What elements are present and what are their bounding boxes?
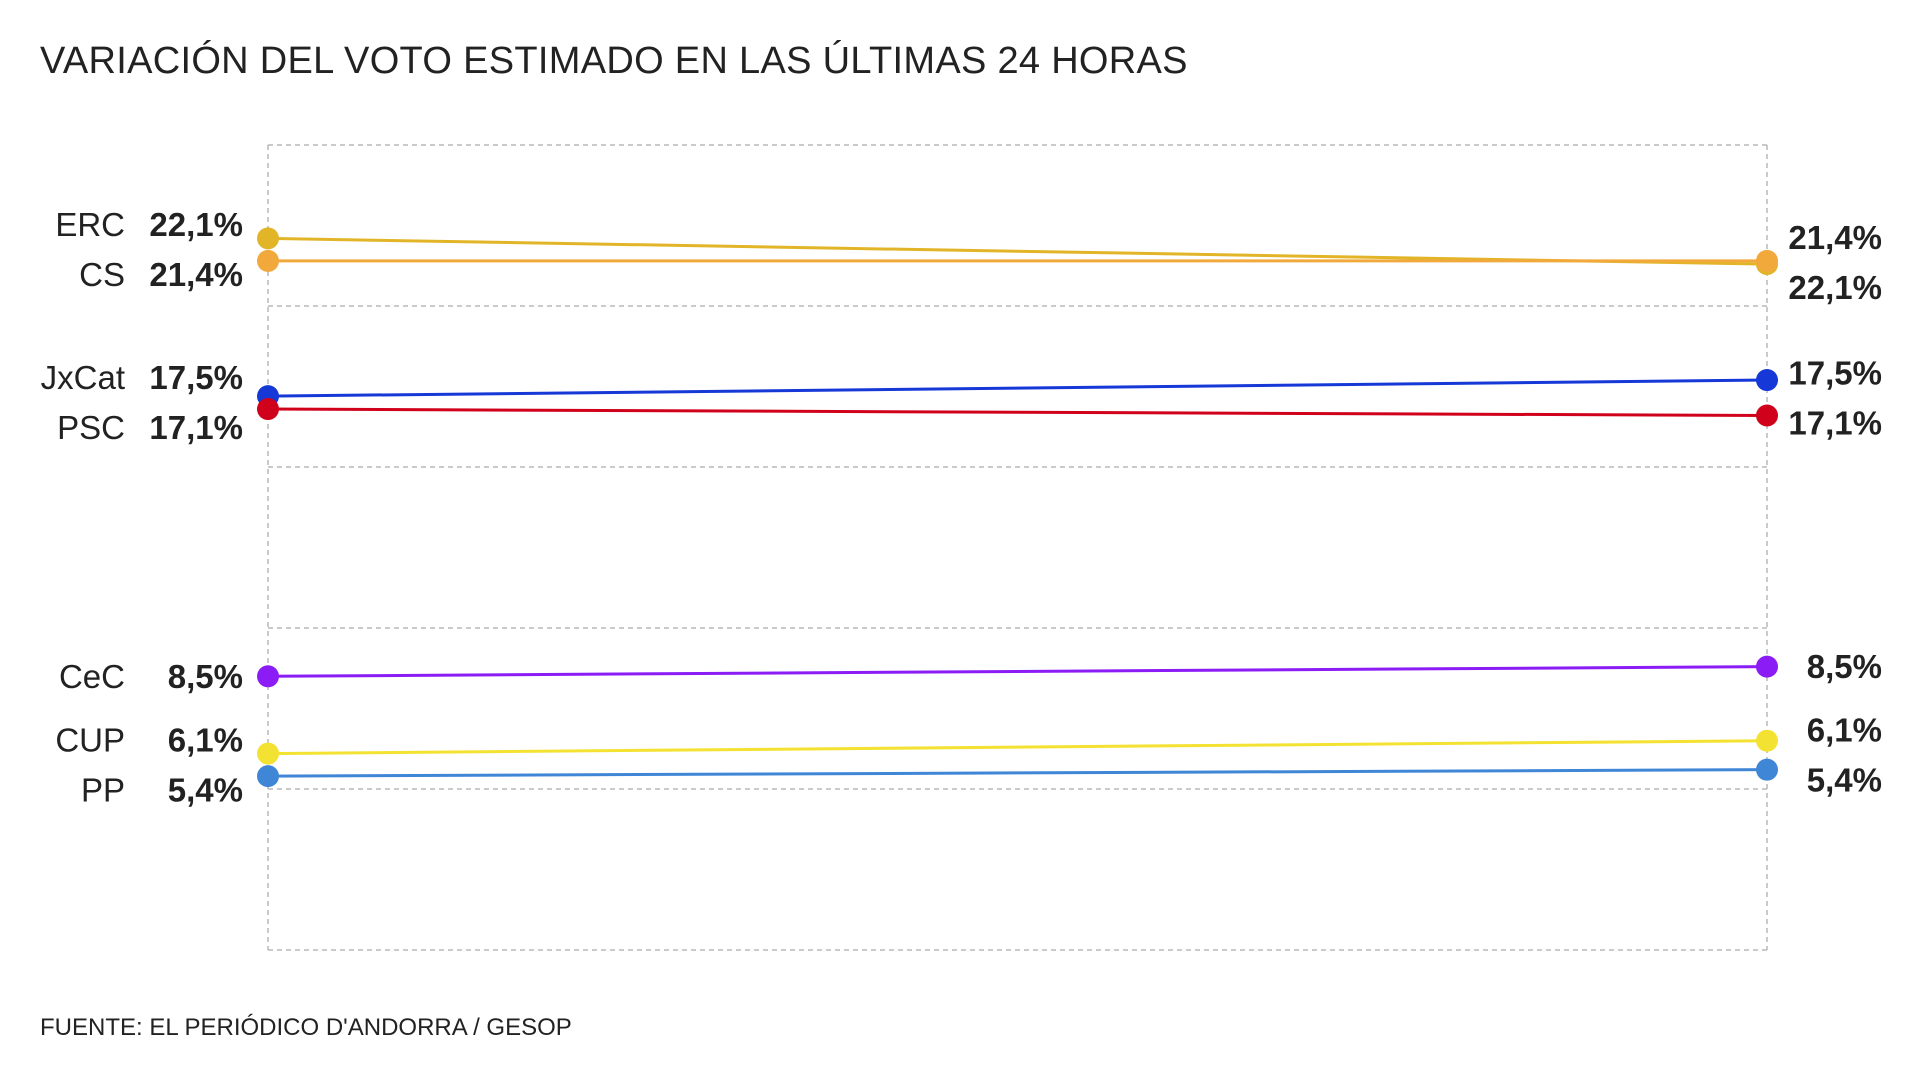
value-label-left-psc: 17,1% xyxy=(149,409,243,446)
value-label-right-pp: 5,4% xyxy=(1807,762,1882,799)
series-line-jxcat xyxy=(267,378,1768,398)
chart-title: VARIACIÓN DEL VOTO ESTIMADO EN LAS ÚLTIM… xyxy=(40,40,1188,82)
series-line-cec xyxy=(267,665,1768,678)
grid xyxy=(267,144,1768,951)
value-label-left-cup: 6,1% xyxy=(168,721,243,758)
series-labels: ERC 22,1% CS 21,4% JxCat 17,5% PSC 17,1% CeC 8,5%… xyxy=(41,206,1882,808)
data-point-psc xyxy=(1756,404,1778,427)
series-name-cec: CeC xyxy=(59,658,125,695)
data-point-cs xyxy=(257,249,279,272)
series-name-psc: PSC xyxy=(57,409,125,446)
series-lines xyxy=(267,236,1768,778)
data-point-cup xyxy=(1756,729,1778,752)
series-points xyxy=(257,227,1778,788)
series-name-erc: ERC xyxy=(55,206,125,243)
series-name-cs: CS xyxy=(79,256,125,293)
data-point-pp xyxy=(257,765,279,788)
data-point-cup xyxy=(257,742,279,765)
data-point-pp xyxy=(1756,758,1778,781)
series-line-cup xyxy=(267,739,1768,756)
data-point-erc xyxy=(257,227,279,250)
data-point-cs xyxy=(1756,249,1778,272)
data-point-psc xyxy=(257,398,279,421)
value-label-left-jxcat: 17,5% xyxy=(149,359,243,396)
value-label-left-erc: 22,1% xyxy=(149,206,243,243)
value-label-left-pp: 5,4% xyxy=(168,771,243,808)
data-point-cec xyxy=(257,665,279,688)
value-label-left-cs: 21,4% xyxy=(149,256,243,293)
data-point-cec xyxy=(1756,655,1778,678)
value-label-right-psc: 17,1% xyxy=(1788,404,1882,441)
data-point-jxcat xyxy=(1756,369,1778,392)
value-label-right-cec: 8,5% xyxy=(1807,648,1882,685)
value-label-left-cec: 8,5% xyxy=(168,658,243,695)
value-label-right-cup: 6,1% xyxy=(1807,712,1882,749)
series-name-cup: CUP xyxy=(55,721,125,758)
value-label-right-jxcat: 17,5% xyxy=(1788,354,1882,391)
series-name-pp: PP xyxy=(81,771,125,808)
series-line-psc xyxy=(267,407,1768,417)
series-line-pp xyxy=(267,768,1768,778)
value-label-right-cs: 21,4% xyxy=(1788,219,1882,256)
series-name-jxcat: JxCat xyxy=(41,359,125,396)
chart-source: FUENTE: EL PERIÓDICO D'ANDORRA / GESOP xyxy=(40,1014,572,1041)
value-label-right-erc: 22,1% xyxy=(1788,269,1882,306)
